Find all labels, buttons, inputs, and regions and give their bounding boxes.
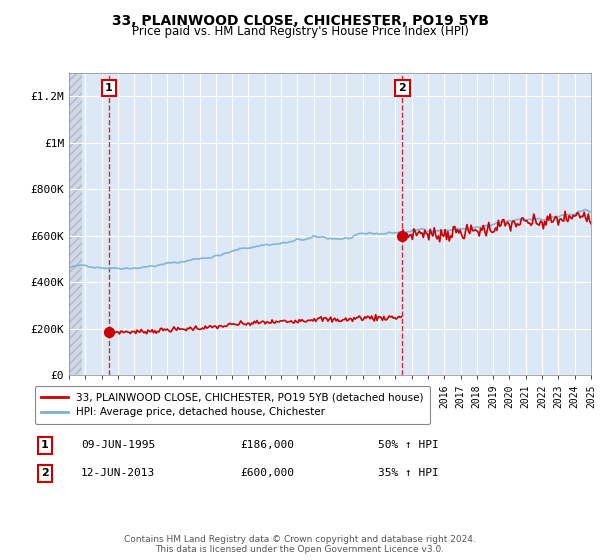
Text: £600,000: £600,000 [240, 468, 294, 478]
Text: 2: 2 [398, 83, 406, 93]
Text: 35% ↑ HPI: 35% ↑ HPI [378, 468, 439, 478]
Text: £186,000: £186,000 [240, 440, 294, 450]
Point [104, 328, 113, 337]
Text: 50% ↑ HPI: 50% ↑ HPI [378, 440, 439, 450]
Text: Contains HM Land Registry data © Crown copyright and database right 2024.
This d: Contains HM Land Registry data © Crown c… [124, 535, 476, 554]
Text: 12-JUN-2013: 12-JUN-2013 [81, 468, 155, 478]
Text: 1: 1 [41, 440, 49, 450]
Text: 2: 2 [41, 468, 49, 478]
Bar [69, 73, 82, 375]
Text: Price paid vs. HM Land Registry's House Price Index (HPI): Price paid vs. HM Land Registry's House … [131, 25, 469, 38]
Text: 09-JUN-1995: 09-JUN-1995 [81, 440, 155, 450]
Legend: 33, PLAINWOOD CLOSE, CHICHESTER, PO19 5YB (detached house), HPI: Average price, : 33, PLAINWOOD CLOSE, CHICHESTER, PO19 5Y… [35, 386, 430, 424]
Text: 33, PLAINWOOD CLOSE, CHICHESTER, PO19 5YB: 33, PLAINWOOD CLOSE, CHICHESTER, PO19 5Y… [112, 14, 488, 28]
Point [398, 231, 407, 240]
Text: 1: 1 [105, 83, 113, 93]
